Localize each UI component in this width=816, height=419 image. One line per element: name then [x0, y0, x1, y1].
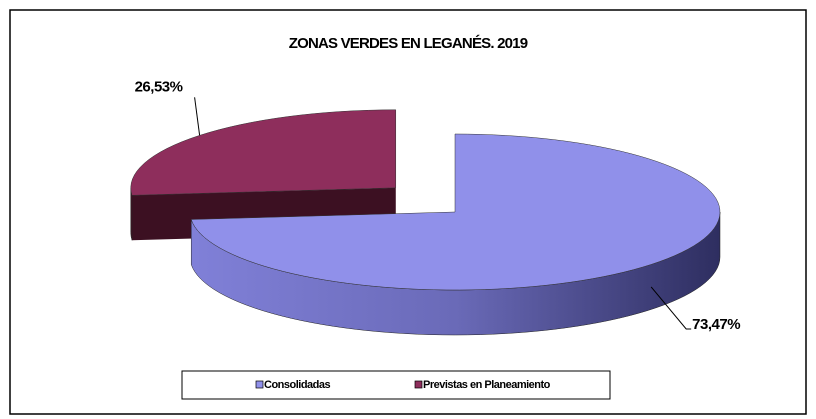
leader-line: [650, 286, 692, 330]
chart-title: ZONAS VERDES EN LEGANÉS. 2019: [289, 35, 528, 52]
data-label: 26,53%: [135, 78, 183, 95]
legend-label: Consolidadas: [264, 379, 331, 391]
legend-label: Previstas en Planeamiento: [423, 379, 551, 391]
slice-side: [130, 187, 133, 241]
legend-swatch: [255, 380, 264, 389]
data-label: 73,47%: [692, 316, 740, 333]
slice: [130, 109, 397, 196]
slice: [190, 133, 721, 291]
legend-box: [181, 370, 611, 400]
leader-line: [194, 97, 201, 136]
legend-swatch: [414, 380, 423, 389]
